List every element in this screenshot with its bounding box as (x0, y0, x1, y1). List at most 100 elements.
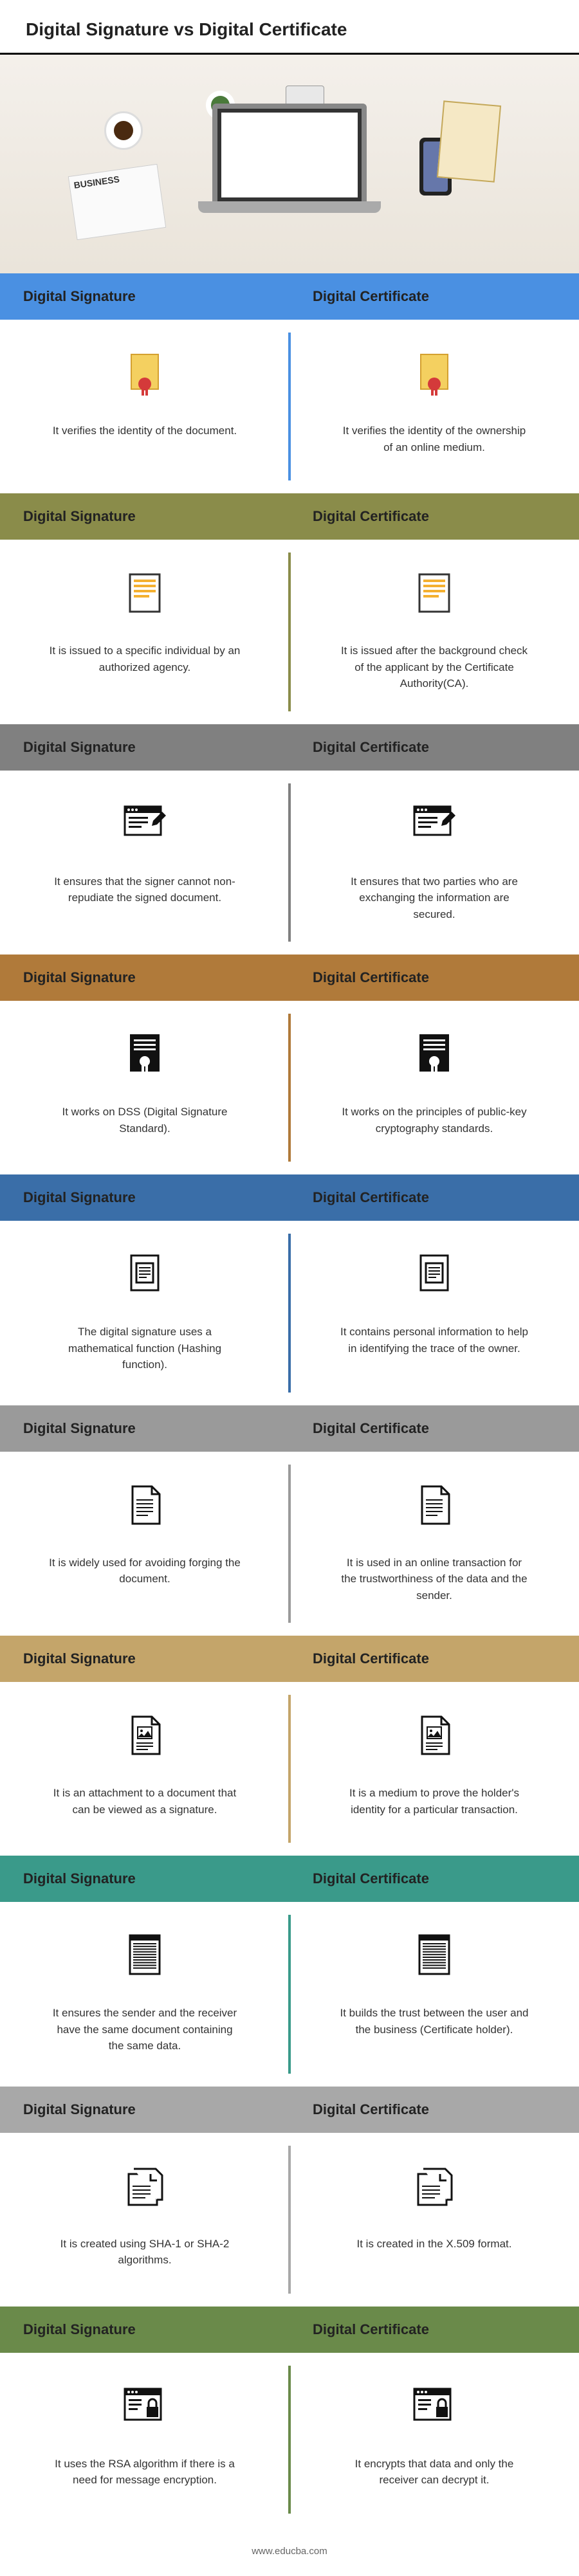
header-left: Digital Signature (0, 2307, 290, 2353)
right-desc: It verifies the identity of the ownershi… (338, 423, 531, 455)
right-icon (405, 345, 463, 403)
divider (288, 1234, 291, 1393)
section-body: It is issued to a specific individual by… (0, 540, 579, 724)
left-icon (116, 565, 174, 623)
header-right: Digital Certificate (290, 724, 579, 771)
divider (288, 1014, 291, 1162)
left-icon (116, 1247, 174, 1304)
section-header: Digital Signature Digital Certificate (0, 1856, 579, 1902)
divider (288, 783, 291, 942)
footer-text: www.educba.com (0, 2526, 579, 2576)
header-left: Digital Signature (0, 493, 290, 540)
right-icon (405, 796, 463, 854)
right-desc: It ensures that two parties who are exch… (338, 873, 531, 923)
left-desc: It ensures the sender and the receiver h… (48, 2005, 241, 2054)
newspaper-icon: BUSINESS (68, 164, 166, 241)
left-icon (116, 1027, 174, 1084)
right-icon (405, 565, 463, 623)
right-icon (405, 2159, 463, 2216)
right-column: It builds the trust between the user and… (290, 1921, 579, 2061)
left-desc: It verifies the identity of the document… (53, 423, 237, 439)
right-desc: It contains personal information to help… (338, 1324, 531, 1357)
left-desc: It is issued to a specific individual by… (48, 643, 241, 675)
right-icon (405, 1708, 463, 1766)
header-right: Digital Certificate (290, 1405, 579, 1452)
section-body: It is created using SHA-1 or SHA-2 algor… (0, 2133, 579, 2307)
left-column: It uses the RSA algorithm if there is a … (0, 2372, 290, 2501)
section-header: Digital Signature Digital Certificate (0, 1174, 579, 1221)
left-desc: It is created using SHA-1 or SHA-2 algor… (48, 2236, 241, 2269)
right-desc: It is a medium to prove the holder's ide… (338, 1785, 531, 1818)
right-desc: It is created in the X.509 format. (357, 2236, 512, 2252)
left-column: It is an attachment to a document that c… (0, 1701, 290, 1830)
header-left: Digital Signature (0, 1405, 290, 1452)
header-left: Digital Signature (0, 2087, 290, 2133)
left-column: It is issued to a specific individual by… (0, 559, 290, 699)
hero-image: BUSINESS (0, 55, 579, 273)
right-icon (405, 1928, 463, 1986)
title-bar: Digital Signature vs Digital Certificate (0, 0, 579, 55)
left-column: It is widely used for avoiding forging t… (0, 1471, 290, 1611)
left-icon (116, 345, 174, 403)
header-right: Digital Certificate (290, 1636, 579, 1682)
notepad-icon (437, 100, 501, 182)
right-column: It is created in the X.509 format. (290, 2152, 579, 2281)
section-header: Digital Signature Digital Certificate (0, 1405, 579, 1452)
right-column: It ensures that two parties who are exch… (290, 790, 579, 929)
header-left: Digital Signature (0, 1856, 290, 1902)
left-icon (116, 2379, 174, 2436)
left-desc: It is widely used for avoiding forging t… (48, 1555, 241, 1587)
right-icon (405, 1477, 463, 1535)
divider (288, 2146, 291, 2294)
laptop-icon (212, 104, 367, 206)
left-icon (116, 796, 174, 854)
right-column: It is a medium to prove the holder's ide… (290, 1701, 579, 1830)
right-desc: It is issued after the background check … (338, 643, 531, 692)
header-left: Digital Signature (0, 1174, 290, 1221)
right-column: It works on the principles of public-key… (290, 1020, 579, 1149)
right-desc: It is used in an online transaction for … (338, 1555, 531, 1604)
section-header: Digital Signature Digital Certificate (0, 724, 579, 771)
right-desc: It builds the trust between the user and… (338, 2005, 531, 2038)
left-icon (116, 1928, 174, 1986)
right-icon (405, 1247, 463, 1304)
section-header: Digital Signature Digital Certificate (0, 273, 579, 320)
coffee-icon (104, 111, 143, 150)
section-header: Digital Signature Digital Certificate (0, 2307, 579, 2353)
left-desc: It ensures that the signer cannot non-re… (48, 873, 241, 906)
section-body: It is widely used for avoiding forging t… (0, 1452, 579, 1636)
header-right: Digital Certificate (290, 1856, 579, 1902)
section-header: Digital Signature Digital Certificate (0, 955, 579, 1001)
header-left: Digital Signature (0, 724, 290, 771)
divider (288, 1915, 291, 2074)
header-left: Digital Signature (0, 273, 290, 320)
left-desc: The digital signature uses a mathematica… (48, 1324, 241, 1373)
header-right: Digital Certificate (290, 955, 579, 1001)
section-body: It ensures the sender and the receiver h… (0, 1902, 579, 2087)
left-column: It ensures the sender and the receiver h… (0, 1921, 290, 2061)
section-body: It is an attachment to a document that c… (0, 1682, 579, 1856)
right-column: It contains personal information to help… (290, 1240, 579, 1380)
right-icon (405, 1027, 463, 1084)
right-desc: It encrypts that data and only the recei… (338, 2456, 531, 2489)
right-column: It is issued after the background check … (290, 559, 579, 699)
header-right: Digital Certificate (290, 493, 579, 540)
left-desc: It works on DSS (Digital Signature Stand… (48, 1104, 241, 1137)
left-icon (116, 1708, 174, 1766)
right-column: It is used in an online transaction for … (290, 1471, 579, 1611)
left-icon (116, 2159, 174, 2216)
right-icon (405, 2379, 463, 2436)
header-left: Digital Signature (0, 955, 290, 1001)
header-right: Digital Certificate (290, 2307, 579, 2353)
section-body: It uses the RSA algorithm if there is a … (0, 2353, 579, 2526)
right-desc: It works on the principles of public-key… (338, 1104, 531, 1137)
infographic-container: Digital Signature vs Digital Certificate… (0, 0, 579, 2576)
section-header: Digital Signature Digital Certificate (0, 493, 579, 540)
left-column: The digital signature uses a mathematica… (0, 1240, 290, 1380)
left-desc: It is an attachment to a document that c… (48, 1785, 241, 1818)
section-body: It ensures that the signer cannot non-re… (0, 771, 579, 955)
divider (288, 1465, 291, 1623)
divider (288, 553, 291, 711)
divider (288, 1695, 291, 1843)
comparison-sections: Digital Signature Digital Certificate It… (0, 273, 579, 2526)
